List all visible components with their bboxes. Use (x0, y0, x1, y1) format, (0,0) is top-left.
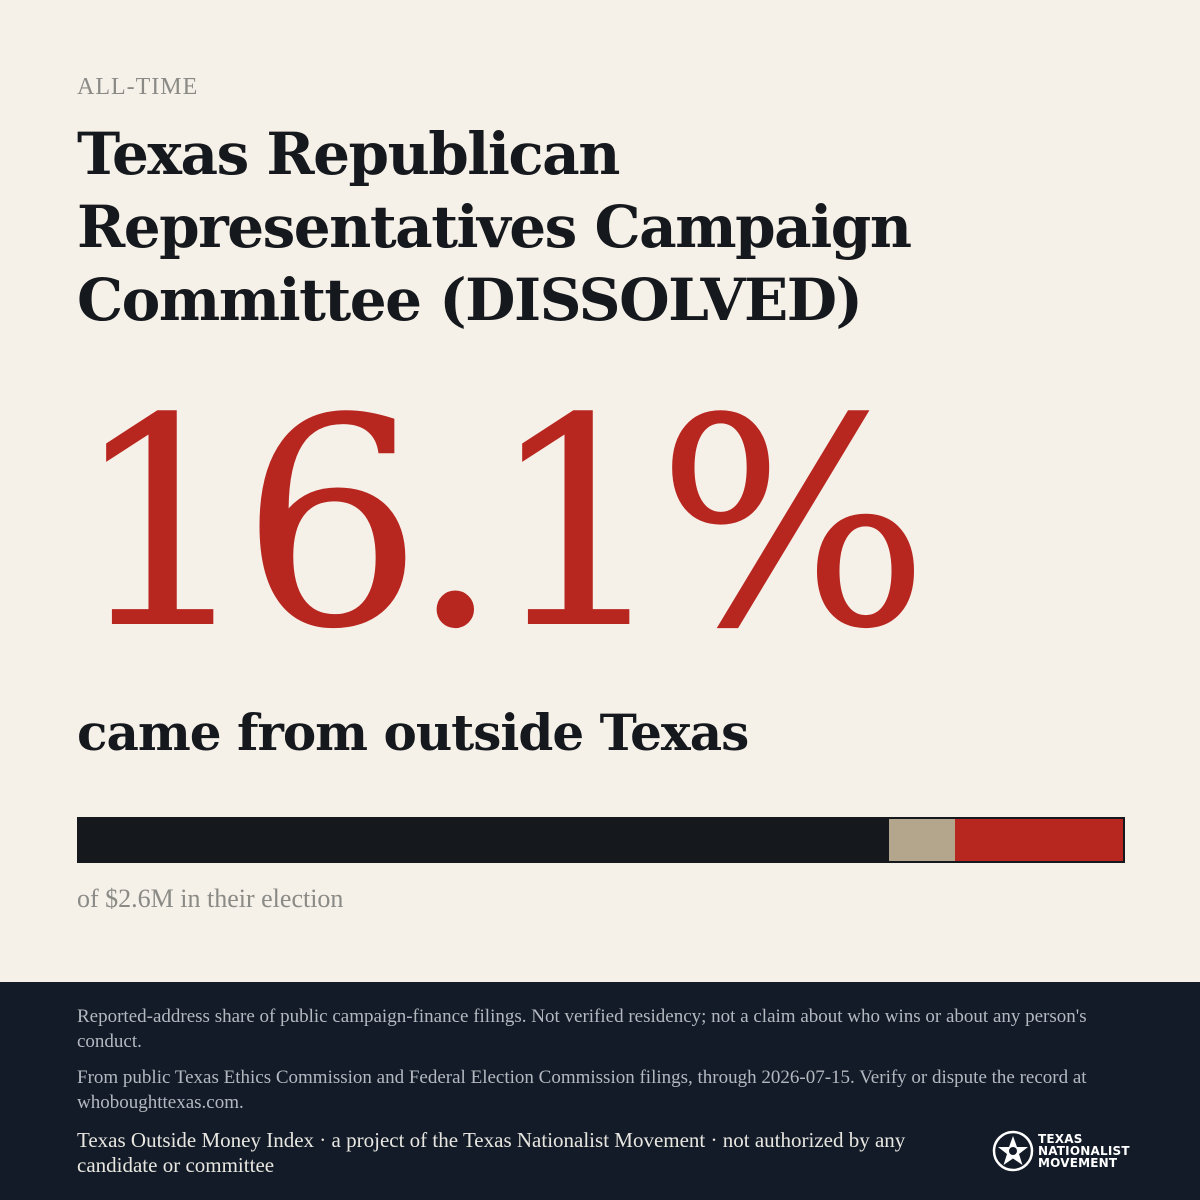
funding-share-bar (77, 817, 1125, 863)
logo-line: MOVEMENT (1038, 1156, 1118, 1170)
bar-segment-unknown (889, 819, 955, 861)
logo-line: NATIONALIST (1038, 1144, 1130, 1158)
footer: Reported-address share of public campaig… (0, 982, 1200, 1200)
disclaimer-text: Reported-address share of public campaig… (77, 1006, 1087, 1052)
source-text: From public Texas Ethics Commission and … (77, 1067, 1087, 1113)
credit-text: Texas Outside Money Index · a project of… (77, 1128, 906, 1177)
total-amount-label: of $2.6M in their election (77, 884, 344, 913)
outside-percent: 16.1% (71, 357, 930, 692)
logo-wordmark: TEXAS NATIONALIST MOVEMENT (1038, 1133, 1130, 1169)
committee-title: Texas Republican Representatives Campaig… (77, 120, 912, 334)
bar-segment-in-state (79, 819, 890, 861)
period-label: ALL-TIME (77, 74, 199, 100)
bar-segment-outside (954, 819, 1123, 861)
logo-line: TEXAS (1038, 1132, 1083, 1146)
tnm-logo: TEXAS NATIONALIST MOVEMENT (992, 1130, 1130, 1172)
star-seal-icon (992, 1130, 1034, 1172)
percent-caption: came from outside Texas (77, 703, 749, 762)
